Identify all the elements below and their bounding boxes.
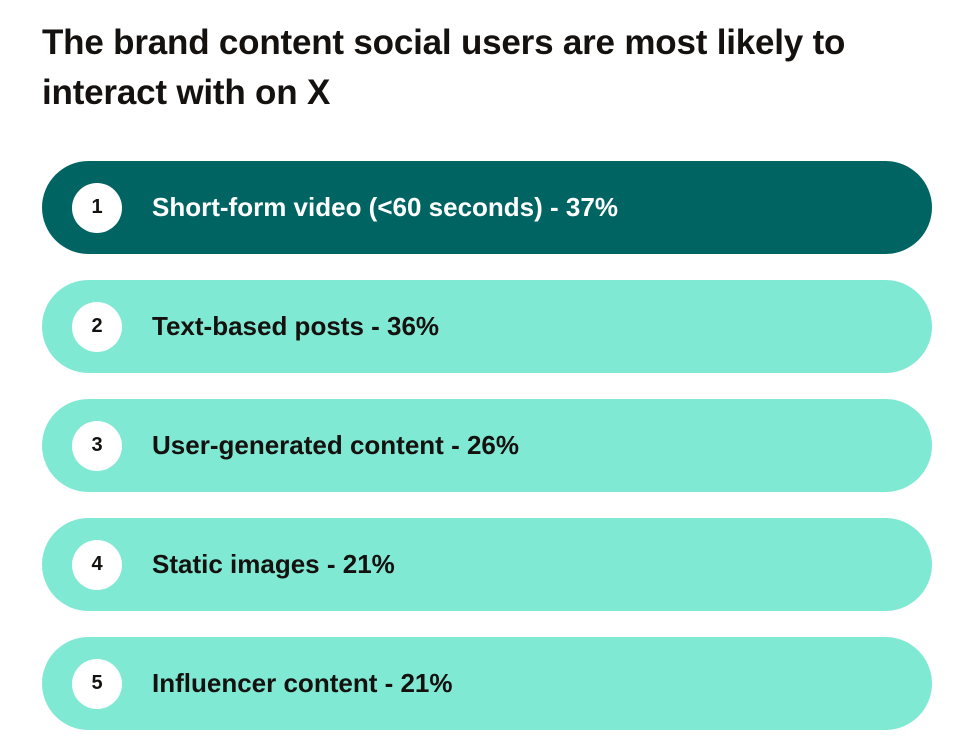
- list-item: 2 Text-based posts - 36%: [42, 280, 932, 373]
- item-label: Influencer content - 21%: [152, 668, 453, 698]
- item-label: User-generated content - 26%: [152, 430, 519, 460]
- page-title: The brand content social users are most …: [42, 23, 846, 112]
- list-item: 3 User-generated content - 26%: [42, 399, 932, 492]
- list-item: 1 Short-form video (<60 seconds) - 37%: [42, 161, 932, 254]
- rank-badge: 1: [72, 182, 122, 233]
- item-label: Text-based posts - 36%: [152, 311, 440, 341]
- item-label: Static images - 21%: [152, 549, 395, 579]
- rank-badge: 5: [72, 658, 122, 709]
- rank-badge: 3: [72, 420, 122, 471]
- rank-badge: 2: [72, 301, 122, 352]
- item-label: Short-form video (<60 seconds) - 37%: [152, 192, 618, 222]
- rank-badge: 4: [72, 539, 122, 590]
- list-item: 5 Influencer content - 21%: [42, 637, 932, 730]
- ranked-list: 1 Short-form video (<60 seconds) - 37% 2…: [42, 161, 932, 730]
- list-item: 4 Static images - 21%: [42, 518, 932, 611]
